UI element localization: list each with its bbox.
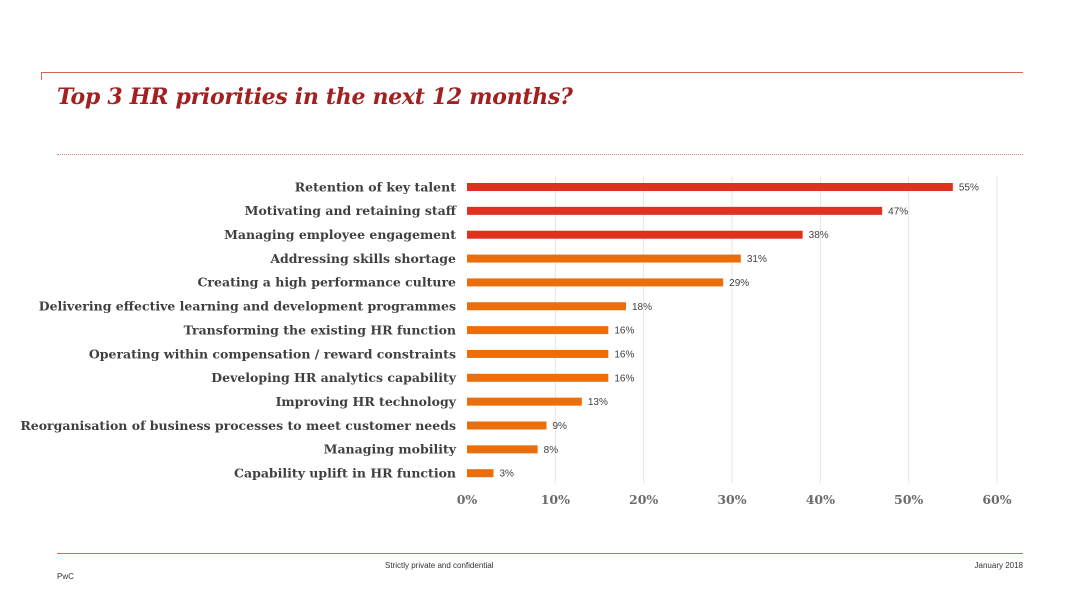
x-tick-label: 40% bbox=[806, 492, 835, 507]
bar bbox=[467, 278, 724, 287]
title-divider bbox=[57, 154, 1023, 155]
footer-date: January 2018 bbox=[974, 561, 1023, 570]
value-label: 16% bbox=[614, 326, 634, 337]
top-rule-tick bbox=[41, 72, 42, 80]
category-labels: Retention of key talent Motivating and re… bbox=[20, 179, 456, 480]
category-label: Creating a high performance culture bbox=[197, 275, 456, 290]
category-label: Motivating and retaining staff bbox=[245, 203, 457, 218]
value-label: 38% bbox=[809, 230, 829, 241]
value-label: 47% bbox=[888, 206, 908, 217]
value-label: 16% bbox=[614, 373, 634, 384]
slide-title: Top 3 HR priorities in the next 12 month… bbox=[57, 84, 573, 110]
category-label: Capability uplift in HR function bbox=[234, 466, 456, 481]
x-tick-label: 50% bbox=[894, 492, 923, 507]
value-label: 3% bbox=[500, 469, 515, 480]
bars bbox=[467, 183, 953, 478]
category-label: Improving HR technology bbox=[276, 394, 457, 409]
bar bbox=[467, 469, 494, 478]
value-label: 9% bbox=[553, 421, 568, 432]
bar bbox=[467, 421, 547, 430]
value-label: 13% bbox=[588, 397, 608, 408]
category-label: Retention of key talent bbox=[295, 179, 456, 194]
x-tick-label: 30% bbox=[717, 492, 746, 507]
category-label: Transforming the existing HR function bbox=[184, 322, 456, 337]
bar bbox=[467, 230, 803, 239]
bar bbox=[467, 349, 609, 358]
value-label: 8% bbox=[544, 445, 559, 456]
x-tick-label: 20% bbox=[629, 492, 658, 507]
value-label: 31% bbox=[747, 254, 767, 265]
category-label: Developing HR analytics capability bbox=[211, 370, 456, 385]
value-labels: 55% 47% 38% 31% 29% 18% 16% 16% 16% 13% 9% 8% 3% bbox=[500, 183, 979, 480]
value-label: 55% bbox=[959, 183, 979, 194]
confidentiality-note: Strictly private and confidential bbox=[385, 561, 494, 570]
bar bbox=[467, 302, 626, 311]
footer-rule bbox=[57, 553, 1023, 554]
bar bbox=[467, 254, 741, 263]
bar bbox=[467, 373, 609, 382]
category-label: Addressing skills shortage bbox=[269, 251, 456, 266]
x-tick-label: 10% bbox=[541, 492, 570, 507]
x-tick-label: 60% bbox=[982, 492, 1011, 507]
category-label: Managing employee engagement bbox=[224, 227, 456, 242]
category-label: Managing mobility bbox=[324, 442, 457, 457]
category-label: Reorganisation of business processes to … bbox=[20, 418, 456, 433]
category-label: Delivering effective learning and develo… bbox=[39, 299, 456, 314]
x-axis-ticks: 0% 10% 20% 30% 40% 50% 60% bbox=[457, 492, 1012, 507]
bar bbox=[467, 326, 609, 335]
bar bbox=[467, 445, 538, 454]
top-rule bbox=[41, 72, 1023, 73]
category-label: Operating within compensation / reward c… bbox=[89, 346, 456, 361]
value-label: 16% bbox=[614, 349, 634, 360]
bar bbox=[467, 397, 582, 406]
bar bbox=[467, 183, 953, 191]
value-label: 18% bbox=[632, 302, 652, 313]
x-tick-label: 0% bbox=[457, 492, 478, 507]
footer-brand: PwC bbox=[57, 572, 74, 581]
bar bbox=[467, 206, 883, 215]
value-label: 29% bbox=[729, 278, 749, 289]
